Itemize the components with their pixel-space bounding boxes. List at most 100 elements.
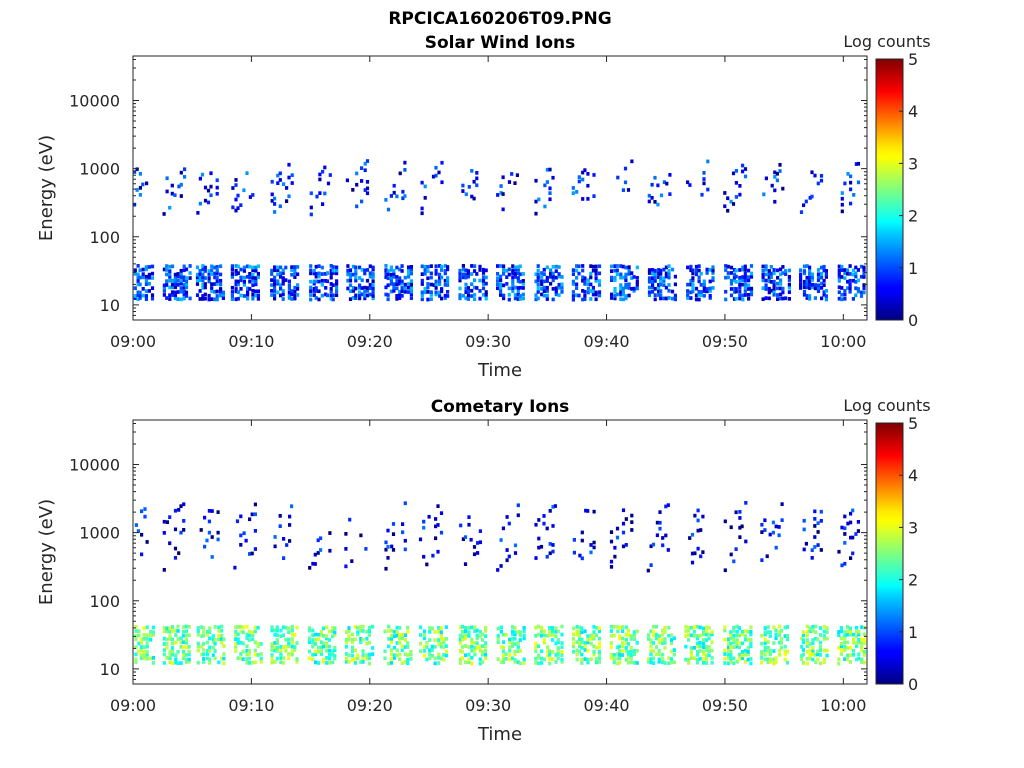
- spectrogram-cell: [484, 648, 488, 653]
- x-tick-label: 09:30: [465, 696, 511, 715]
- spectrogram-cell: [325, 661, 329, 665]
- spectrogram-cell: [711, 276, 715, 280]
- spectrogram-cell: [843, 271, 847, 275]
- spectrogram-cell: [783, 649, 787, 654]
- spectrogram-cell: [822, 648, 826, 653]
- spectrogram-cell: [458, 641, 462, 645]
- spectrogram-cell: [539, 544, 544, 549]
- spectrogram-cell: [389, 276, 393, 280]
- spectrogram-cell: [426, 276, 430, 281]
- spectrogram-cell: [253, 547, 257, 551]
- spectrogram-cell: [560, 286, 564, 290]
- spectrogram-cell: [247, 656, 251, 661]
- spectrogram-cell: [287, 162, 291, 167]
- spectrogram-cell: [779, 637, 784, 641]
- spectrogram-cell: [287, 626, 291, 631]
- spectrogram-cell: [656, 183, 660, 188]
- spectrogram-cell: [513, 626, 517, 630]
- spectrogram-cell: [843, 657, 847, 661]
- spectrogram-cell: [621, 521, 626, 526]
- spectrogram-cell: [746, 657, 750, 662]
- spectrogram-cell: [458, 625, 462, 630]
- spectrogram-cell: [508, 648, 512, 653]
- spectrogram-cell: [592, 649, 596, 654]
- spectrogram-cell: [242, 275, 246, 280]
- spectrogram-cell: [365, 286, 370, 290]
- spectrogram-cell: [840, 202, 844, 207]
- spectrogram-cell: [594, 279, 598, 283]
- spectrogram-cell: [534, 641, 538, 646]
- spectrogram-cell: [170, 629, 175, 633]
- spectrogram-cell: [741, 297, 745, 302]
- spectrogram-cell: [699, 283, 703, 287]
- spectrogram-cell: [575, 276, 579, 280]
- spectrogram-cell: [536, 282, 540, 287]
- spectrogram-cell: [499, 191, 503, 195]
- spectrogram-cell: [481, 293, 486, 297]
- spectrogram-cell: [290, 297, 294, 301]
- spectrogram-cell: [350, 632, 355, 637]
- spectrogram-cell: [814, 660, 818, 665]
- spectrogram-cell: [551, 549, 555, 554]
- spectrogram-cell: [196, 629, 200, 633]
- spectrogram-cell: [461, 189, 465, 193]
- spectrogram-cell: [213, 275, 217, 280]
- spectrogram-cell: [729, 645, 733, 650]
- spectrogram-cell: [586, 282, 590, 286]
- spectrogram-cell: [848, 264, 852, 268]
- spectrogram-cell: [256, 297, 260, 301]
- spectrogram-cell: [242, 531, 246, 536]
- spectrogram-cell: [647, 657, 651, 661]
- spectrogram-cell: [534, 279, 538, 284]
- spectrogram-cell: [822, 268, 826, 273]
- spectrogram-cell: [536, 632, 541, 637]
- spectrogram-cell: [275, 633, 279, 637]
- spectrogram-cell: [655, 520, 659, 525]
- spectrogram-cell: [144, 278, 148, 283]
- spectrogram-cell: [145, 656, 149, 661]
- spectrogram-cell: [501, 640, 506, 644]
- spectrogram-cell: [849, 535, 853, 540]
- spectrogram-cell: [317, 274, 321, 279]
- spectrogram-cell: [548, 551, 552, 556]
- spectrogram-cell: [307, 640, 312, 644]
- spectrogram-cell: [230, 290, 234, 294]
- spectrogram-cell: [740, 650, 745, 654]
- spectrogram-cell: [234, 629, 238, 634]
- spectrogram-cell: [686, 296, 690, 300]
- spectrogram-cell: [499, 278, 503, 283]
- spectrogram-cell: [150, 286, 155, 290]
- spectrogram-cell: [846, 271, 850, 276]
- spectrogram-cell: [187, 657, 191, 662]
- spectrogram-cell: [179, 278, 183, 283]
- spectrogram-cell: [179, 286, 183, 290]
- spectrogram-cell: [818, 633, 823, 637]
- spectrogram-cell: [661, 628, 665, 633]
- spectrogram-cell: [737, 656, 741, 661]
- spectrogram-cell: [187, 633, 191, 638]
- spectrogram-cell: [428, 652, 432, 656]
- spectrogram-cell: [763, 626, 767, 630]
- spectrogram-cell: [460, 624, 464, 629]
- spectrogram-cell: [768, 630, 772, 634]
- spectrogram-cell: [738, 268, 742, 272]
- spectrogram-cell: [179, 194, 183, 198]
- spectrogram-cell: [395, 641, 399, 645]
- colorbar-tick-label: 4: [908, 466, 918, 485]
- spectrogram-cell: [316, 538, 320, 543]
- spectrogram-cell: [630, 513, 634, 518]
- spectrogram-cell: [843, 292, 847, 297]
- spectrogram-cell: [629, 656, 633, 660]
- spectrogram-cell: [176, 649, 180, 654]
- spectrogram-cell: [278, 171, 282, 176]
- spectrogram-cell: [839, 636, 843, 641]
- spectrogram-cell: [392, 289, 396, 293]
- spectrogram-cell: [749, 638, 753, 642]
- spectrogram-cell: [592, 636, 596, 641]
- spectrogram-cell: [741, 169, 745, 174]
- spectrogram-cell: [239, 287, 243, 291]
- spectrogram-cell: [729, 278, 734, 283]
- spectrogram-cell: [504, 657, 508, 661]
- spectrogram-cell: [478, 268, 482, 272]
- spectrogram-cell: [787, 274, 791, 279]
